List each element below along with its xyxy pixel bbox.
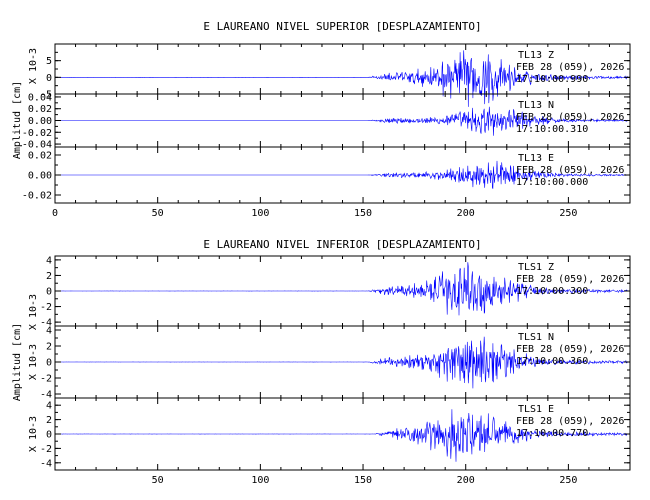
x-tick-label: 100 [251,208,269,219]
chart-nivel-inferior: E LAUREANO NIVEL INFERIOR [DESPLAZAMIENT… [12,238,631,486]
x-tick-label: 50 [152,475,164,486]
time-label: 17:10:00.300 [516,286,588,297]
component-label: Z [548,262,554,273]
y-tick-label: 0.02 [28,151,52,162]
y-tick-label: 2 [46,271,52,282]
waveform-trace [54,336,629,389]
chart-title: E LAUREANO NIVEL INFERIOR [DESPLAZAMIENT… [203,238,481,251]
date-label: FEB 28 (059), 2026 [516,62,624,73]
x-tick-label: 200 [457,208,475,219]
time-label: 17:10:00.770 [516,428,588,439]
scale-label: X 10-3 [28,294,39,330]
station-label: TL13 [518,153,542,164]
y-tick-label: -4 [40,318,52,329]
scale-label: X 10-3 [28,48,39,84]
y-axis-label: Amplitud [cm] [12,323,23,401]
waveform-trace [54,409,628,462]
y-tick-label: 0 [46,430,52,441]
y-tick-label: 0.00 [28,116,52,127]
station-label: TLS1 [518,404,542,415]
x-tick-label: 150 [354,208,372,219]
x-tick-label: 150 [354,475,372,486]
date-label: FEB 28 (059), 2026 [516,274,624,285]
y-tick-label: 4 [46,326,52,337]
y-tick-label: -4 [40,458,52,469]
component-label: E [548,404,554,415]
x-tick-label: 0 [52,208,58,219]
y-tick-label: 0 [46,287,52,298]
component-label: N [548,332,554,343]
component-label: N [548,100,554,111]
component-label: E [548,153,554,164]
scale-label: X 10-3 [28,344,39,380]
component-label: Z [548,50,554,61]
time-label: 17:10:00.360 [516,356,588,367]
y-tick-label: 2 [46,415,52,426]
y-tick-label: -2 [40,374,52,385]
y-tick-label: 0.00 [28,171,52,182]
y-tick-label: -2 [40,302,52,313]
time-label: 17:10:00.000 [516,177,588,188]
y-tick-label: 5 [46,56,52,67]
y-tick-label: -0.02 [22,128,52,139]
y-tick-label: -0.02 [22,191,52,202]
y-tick-label: 0.02 [28,104,52,115]
time-label: 17:10:00.310 [516,124,588,135]
chart-title: E LAUREANO NIVEL SUPERIOR [DESPLAZAMIENT… [203,20,481,33]
station-label: TLS1 [518,332,542,343]
y-tick-label: 2 [46,342,52,353]
date-label: FEB 28 (059), 2026 [516,416,624,427]
y-tick-label: -2 [40,444,52,455]
waveform-trace [55,160,629,189]
x-tick-label: 200 [457,475,475,486]
station-label: TLS1 [518,262,542,273]
waveform-trace [54,50,629,107]
y-tick-label: -4 [40,390,52,401]
date-label: FEB 28 (059), 2026 [516,112,624,123]
y-tick-label: -5 [40,90,52,101]
waveform-trace [55,106,629,136]
x-tick-label: 50 [152,208,164,219]
y-axis-label: Amplitud [cm] [12,81,23,159]
y-tick-label: 0 [46,358,52,369]
x-tick-label: 250 [559,475,577,486]
station-label: TL13 [518,50,542,61]
station-label: TL13 [518,100,542,111]
x-tick-label: 250 [559,208,577,219]
time-label: 17:10:00.990 [516,74,588,85]
y-tick-label: 0 [46,73,52,84]
date-label: FEB 28 (059), 2026 [516,344,624,355]
y-tick-label: 4 [46,255,52,266]
y-tick-label: -0.04 [22,140,52,151]
date-label: FEB 28 (059), 2026 [516,165,624,176]
chart-nivel-superior: E LAUREANO NIVEL SUPERIOR [DESPLAZAMIENT… [12,20,631,219]
scale-label: X 10-3 [28,416,39,452]
y-tick-label: 4 [46,401,52,412]
y-tick-label: 0.04 [28,92,52,103]
x-tick-label: 100 [251,475,269,486]
waveform-trace [55,262,629,316]
